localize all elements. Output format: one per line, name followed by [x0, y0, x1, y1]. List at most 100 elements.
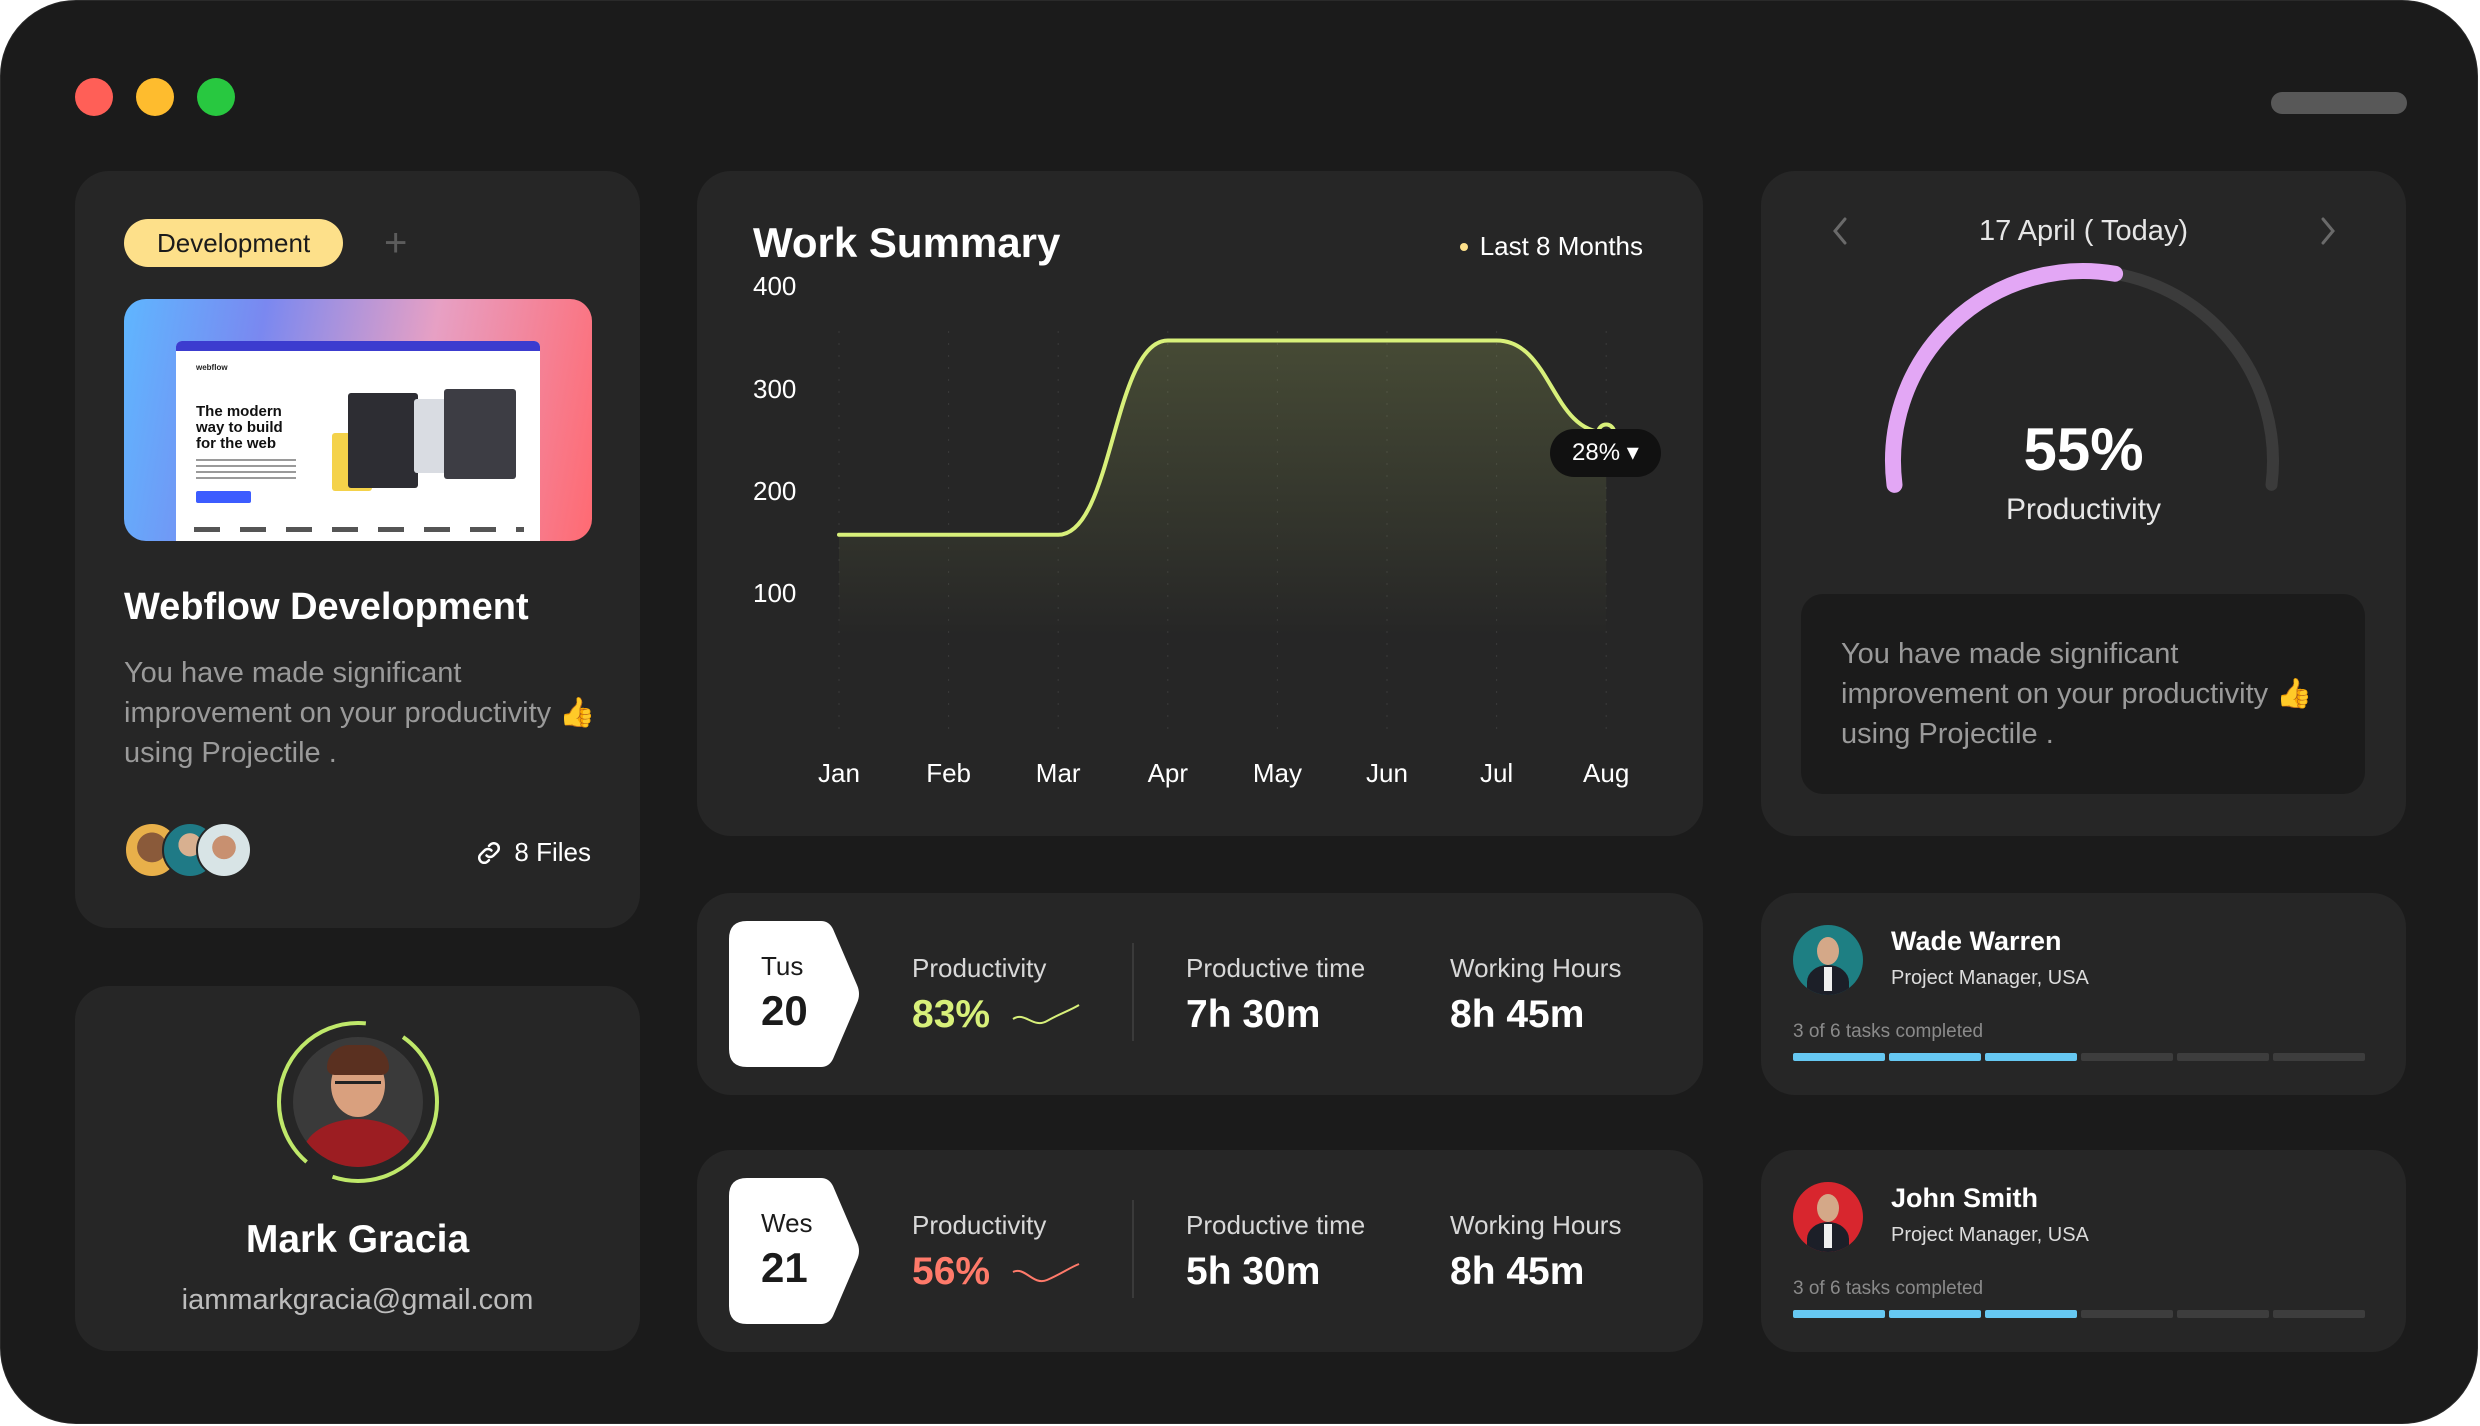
- progress-segment: [1793, 1053, 1885, 1061]
- task-progress-text: 3 of 6 tasks completed: [1793, 1278, 1984, 1299]
- progress-segment: [1889, 1053, 1981, 1061]
- productivity-label: Productivity: [912, 1210, 1047, 1240]
- y-tick-label: 300: [753, 373, 797, 404]
- member-name: John Smith: [1891, 1183, 2038, 1213]
- window-menu-pill[interactable]: [2271, 92, 2407, 114]
- productive-time-value: 7h 30m: [1186, 993, 1321, 1036]
- window-close-button[interactable]: [75, 78, 113, 116]
- progress-segment: [2081, 1053, 2173, 1061]
- period-filter[interactable]: Last 8 Months: [1459, 231, 1643, 262]
- day-summary-card[interactable]: Wes 21 Productivity 56% Productive time …: [697, 1150, 1703, 1352]
- current-date: 17 April ( Today): [1978, 215, 2189, 247]
- day-weekday: Tus: [761, 951, 804, 981]
- x-tick-label: Jun: [1366, 758, 1408, 788]
- task-progress-bar: [1793, 1053, 2365, 1061]
- x-tick-label: Jan: [818, 758, 860, 788]
- progress-segment: [2081, 1310, 2173, 1318]
- project-title: Webflow Development: [124, 586, 529, 628]
- x-tick-label: May: [1252, 758, 1302, 788]
- productivity-value: 83%: [912, 993, 991, 1036]
- profile-card: Mark Gracia iammarkgracia@gmail.com: [75, 986, 640, 1351]
- productivity-gauge: [1885, 263, 2279, 493]
- preview-image: [444, 389, 516, 479]
- progress-segment: [1793, 1310, 1885, 1318]
- gauge-fill: [1885, 263, 2124, 493]
- avatar[interactable]: [293, 1037, 423, 1167]
- day-badge: [729, 1178, 859, 1324]
- preview-logo: webflow: [196, 363, 228, 372]
- browser-bar: [176, 341, 540, 351]
- trend-icon: [1012, 1263, 1080, 1283]
- productivity-message: You have made significant improvement on…: [1801, 594, 2365, 794]
- day-badge: [729, 921, 859, 1067]
- chart-title: Work Summary: [753, 219, 1061, 266]
- project-card[interactable]: Development + webflow The modern way to …: [75, 171, 640, 928]
- member-role: Project Manager, USA: [1891, 967, 2089, 989]
- files-link[interactable]: 8 Files: [474, 837, 591, 868]
- chevron-left-icon[interactable]: [1823, 211, 1859, 251]
- working-hours-value: 8h 45m: [1450, 993, 1585, 1036]
- preview-image: [348, 393, 418, 488]
- series-line: [837, 338, 1609, 537]
- day-weekday: Wes: [761, 1208, 813, 1238]
- x-tick-label: Mar: [1035, 758, 1081, 788]
- productivity-message-text: You have made significant improvement on…: [1841, 638, 2313, 750]
- day-summary-card[interactable]: Tus 20 Productivity 83% Productive time …: [697, 893, 1703, 1095]
- team-avatars[interactable]: [124, 822, 254, 878]
- project-thumbnail[interactable]: webflow The modern way to build for the …: [124, 299, 592, 541]
- preview-headline: The modern way to build for the web: [196, 403, 283, 452]
- x-tick-label: Feb: [926, 758, 971, 788]
- progress-segment: [1889, 1310, 1981, 1318]
- team-member-card[interactable]: Wade Warren Project Manager, USA 3 of 6 …: [1761, 893, 2406, 1095]
- add-tag-icon[interactable]: +: [384, 221, 408, 265]
- window-maximize-button[interactable]: [197, 78, 235, 116]
- work-summary-card: Work Summary Last 8 Months 28% ▾ 400 300 2…: [697, 171, 1703, 836]
- member-role: Project Manager, USA: [1891, 1224, 2089, 1246]
- profile-name: Mark Gracia: [245, 1218, 470, 1261]
- chevron-right-icon[interactable]: [2309, 211, 2345, 251]
- day-date: 20: [761, 987, 808, 1034]
- profile-ring: [277, 1021, 439, 1183]
- working-hours-label: Working Hours: [1450, 953, 1622, 983]
- chart-area: [839, 340, 1607, 637]
- working-hours-label: Working Hours: [1450, 1210, 1622, 1240]
- period-filter-label: Last 8 Months: [1479, 231, 1643, 261]
- files-label: 8 Files: [514, 837, 591, 867]
- avatar[interactable]: [1793, 1182, 1863, 1252]
- link-icon: [478, 841, 501, 864]
- divider: [1132, 943, 1134, 1041]
- project-description: You have made significant improvement on…: [124, 657, 596, 769]
- task-progress-bar: [1793, 1310, 2365, 1318]
- work-chart[interactable]: [697, 171, 1703, 836]
- progress-segment: [2273, 1310, 2365, 1318]
- progress-segment: [1985, 1053, 2077, 1061]
- avatar[interactable]: [196, 822, 252, 878]
- profile-email[interactable]: iammarkgracia@gmail.com: [181, 1284, 534, 1316]
- day-date: 21: [761, 1244, 808, 1291]
- progress-segment: [2273, 1053, 2365, 1061]
- value-badge[interactable]: 28% ▾: [1550, 429, 1661, 477]
- avatar[interactable]: [1793, 925, 1863, 995]
- task-progress-text: 3 of 6 tasks completed: [1793, 1021, 1984, 1042]
- website-preview: webflow The modern way to build for the …: [176, 341, 540, 541]
- productivity-label: Productivity: [912, 953, 1047, 983]
- preview-body-text: [196, 459, 296, 481]
- productivity-value: 56%: [912, 1250, 991, 1293]
- progress-segment: [1985, 1310, 2077, 1318]
- y-tick-label: 400: [753, 271, 797, 302]
- team-member-card[interactable]: John Smith Project Manager, USA 3 of 6 t…: [1761, 1150, 2406, 1352]
- divider: [1132, 1200, 1134, 1298]
- x-tick-label: Jul: [1479, 758, 1514, 788]
- project-tag[interactable]: Development: [124, 219, 344, 267]
- productive-time-label: Productive time: [1186, 1210, 1366, 1240]
- preview-button: [196, 491, 251, 503]
- window-minimize-button[interactable]: [136, 78, 174, 116]
- gauge-label: Productivity: [2005, 493, 2162, 526]
- y-tick-label: 200: [753, 475, 797, 506]
- progress-segment: [2177, 1053, 2269, 1061]
- trend-icon: [1012, 1004, 1080, 1024]
- progress-segment: [2177, 1310, 2269, 1318]
- working-hours-value: 8h 45m: [1450, 1250, 1585, 1293]
- preview-client-logos: [194, 527, 524, 532]
